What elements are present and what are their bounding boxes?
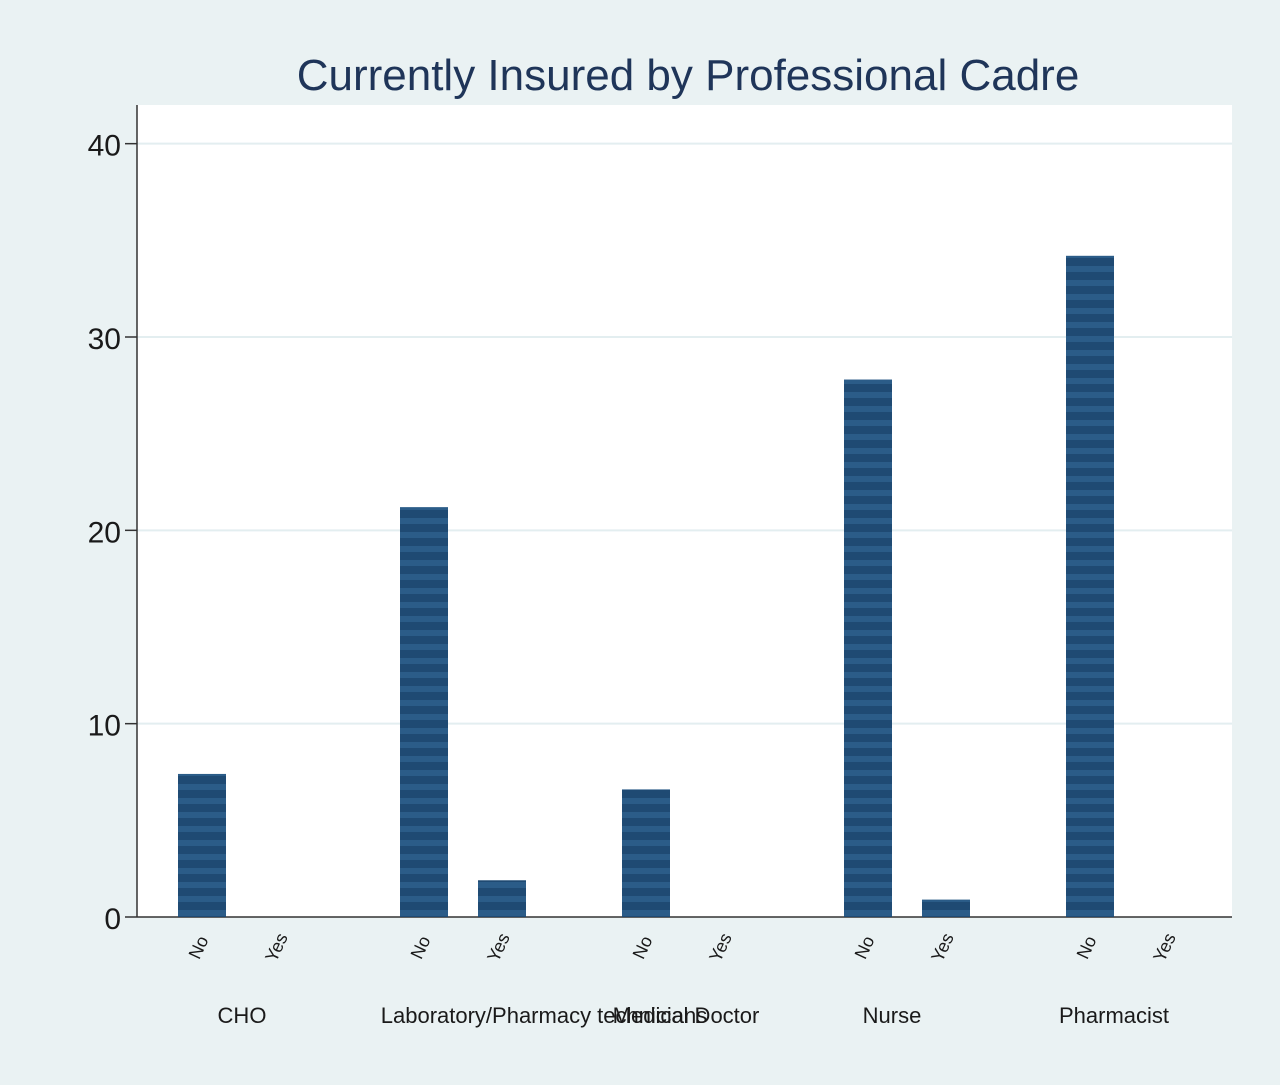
y-tick-label: 0: [104, 903, 121, 936]
group-label: Laboratory/Pharmacy technicians: [381, 1003, 708, 1028]
bar: [1066, 255, 1114, 918]
bar: [922, 899, 970, 917]
group-label: CHO: [218, 1003, 267, 1028]
gridlines: [137, 142, 1232, 725]
group-labels: CHO Laboratory/Pharmacy techniciansMedica…: [218, 1003, 1169, 1028]
y-tick-label: 20: [88, 516, 121, 549]
y-tick-label: 30: [88, 323, 121, 356]
group-label: Pharmacist: [1059, 1003, 1169, 1028]
bar: [478, 880, 526, 917]
bars: [178, 255, 1114, 918]
bar: [622, 789, 670, 917]
group-label: Medical Doctor: [613, 1003, 760, 1028]
y-tick-label: 40: [88, 130, 121, 163]
bar: [400, 507, 448, 917]
bar: [844, 379, 892, 917]
bar: [178, 773, 226, 917]
plot-area: [137, 105, 1232, 917]
y-axis: 0 10 20 30 40: [88, 105, 1232, 936]
chart-title: Currently Insured by Professional Cadre: [297, 51, 1080, 100]
y-tick-label: 10: [88, 710, 121, 743]
group-label: Nurse: [863, 1003, 922, 1028]
